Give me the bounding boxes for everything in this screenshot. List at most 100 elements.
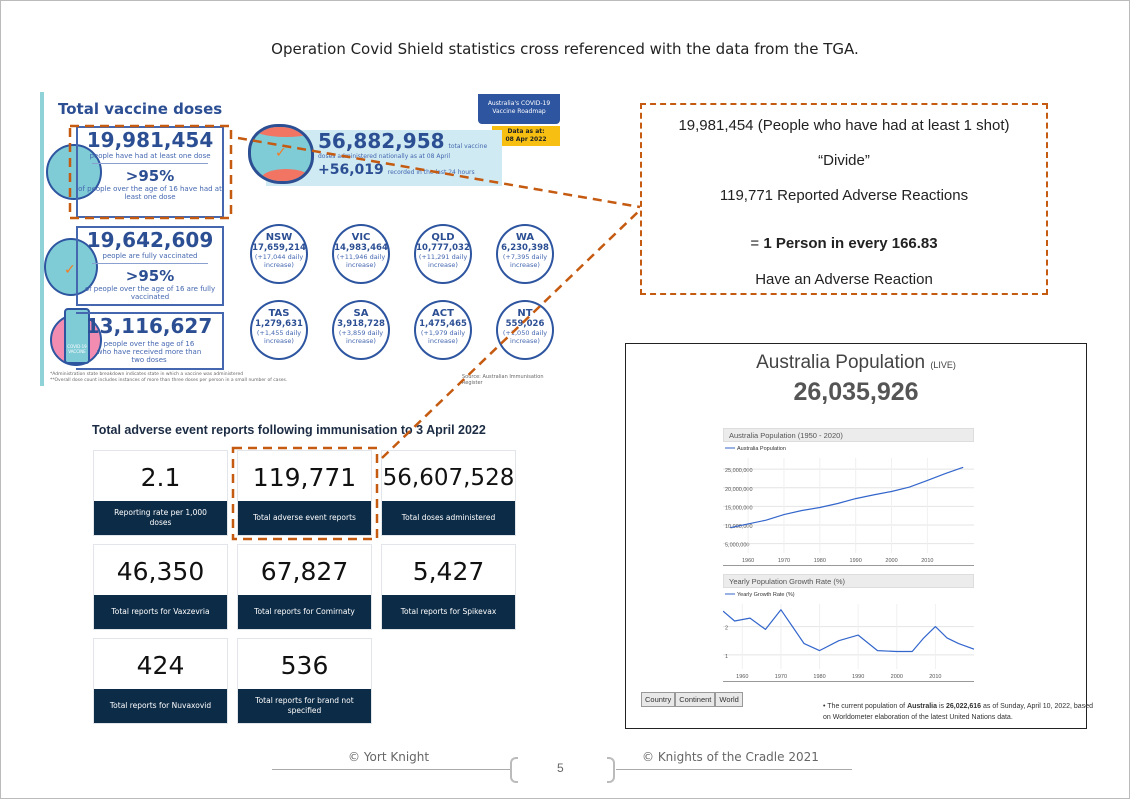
stat-value: 5,427 bbox=[412, 557, 485, 586]
state-name: TAS bbox=[268, 308, 290, 319]
population-heading: Australia Population (LIVE) bbox=[626, 352, 1086, 374]
stat-card: 46,350 Total reports for Vaxzevria bbox=[93, 544, 228, 630]
state-inc: (+1,979 daily increase) bbox=[420, 329, 466, 345]
booster-value: 13,116,627 bbox=[85, 314, 213, 338]
stat-card: 67,827 Total reports for Comirnaty bbox=[237, 544, 372, 630]
state-circle-tas: TAS 1,279,631 (+1,455 daily increase) bbox=[250, 300, 308, 360]
calc-equals: = bbox=[750, 235, 764, 252]
state-value: 17,659,214 bbox=[252, 243, 306, 253]
state-name: NT bbox=[517, 308, 533, 319]
continent-button[interactable]: Continent bbox=[675, 692, 716, 707]
population-note: • The current population of Australia is… bbox=[823, 703, 1093, 721]
x-tick-label: 1980 bbox=[813, 674, 825, 680]
total-doses-label-b: doses administered nationally as at 08 A… bbox=[318, 153, 451, 160]
total-doses-row: 56,882,958 total vaccine bbox=[318, 130, 502, 152]
growth-chart-title: Yearly Population Growth Rate (%) bbox=[723, 574, 974, 588]
world-button[interactable]: World bbox=[715, 692, 743, 707]
x-tick-label: 1980 bbox=[814, 558, 826, 564]
state-circle-nsw: NSW 17,659,214 (+17,044 daily increase) bbox=[250, 224, 308, 284]
footnote-1: *Administration state breakdown indicate… bbox=[50, 372, 244, 377]
vial-icon: COVID-19 VACCINE bbox=[50, 308, 102, 366]
population-chart: Australia Population (1950 - 2020) 5,000… bbox=[723, 428, 974, 566]
state-value: 559,026 bbox=[505, 319, 545, 329]
state-inc: (+7,395 daily increase) bbox=[502, 253, 548, 269]
footer-copyright: © Knights of the Cradle 2021 bbox=[642, 750, 819, 764]
page-number: 5 bbox=[557, 761, 564, 775]
y-tick-label: 2 bbox=[725, 626, 728, 632]
series-line bbox=[730, 466, 964, 529]
fully-pct-label: of people over the age of 16 are fully v… bbox=[84, 285, 216, 301]
series-line bbox=[722, 609, 975, 653]
state-value: 6,230,398 bbox=[501, 243, 549, 253]
state-name: SA bbox=[353, 308, 369, 319]
x-tick-label: 2000 bbox=[885, 558, 897, 564]
x-tick-label: 1960 bbox=[742, 558, 754, 564]
stat-label: Total reports for Vaxzevria bbox=[94, 595, 227, 629]
state-circle-sa: SA 3,918,728 (+3,859 daily increase) bbox=[332, 300, 390, 360]
state-inc: (+1,050 daily increase) bbox=[502, 329, 548, 345]
country-button[interactable]: Country bbox=[641, 692, 676, 707]
slide-title: Operation Covid Shield statistics cross … bbox=[271, 40, 859, 58]
footer-rule-right bbox=[616, 769, 852, 770]
data-as-at-label: Data as at: bbox=[507, 128, 545, 135]
first-dose-pct-label: of people over the age of 16 have had at… bbox=[78, 185, 222, 201]
note-a: The current population of bbox=[827, 703, 908, 710]
y-tick-label: 10,000,000 bbox=[725, 524, 753, 530]
data-date: 08 Apr 2022 bbox=[505, 136, 547, 143]
stat-card: 536 Total reports for brand not specified bbox=[237, 638, 372, 724]
population-chart-svg: 5,000,000 10,000,000 15,000,000 20,000,000 2… bbox=[723, 446, 974, 564]
note-c: as of Sunday, April 10, 2022, based on W… bbox=[823, 703, 1093, 721]
scope-buttons: Country Continent World bbox=[641, 692, 743, 707]
x-tick-label: 2010 bbox=[921, 558, 933, 564]
population-panel: Australia Population (LIVE) 26,035,926 A… bbox=[625, 343, 1093, 729]
y-tick-label: 5,000,000 bbox=[725, 543, 749, 549]
stat-card: 56,607,528 Total doses administered bbox=[381, 450, 516, 536]
state-circle-vic: VIC 14,983,464 (+11,946 daily increase) bbox=[332, 224, 390, 284]
infographic-title: Total vaccine doses bbox=[58, 100, 223, 118]
stat-label: Total reports for Nuvaxovid bbox=[94, 689, 227, 723]
state-value: 10,777,032 bbox=[416, 243, 470, 253]
state-circle-qld: QLD 10,777,032 (+11,291 daily increase) bbox=[414, 224, 472, 284]
calc-line-2: “Divide” bbox=[818, 152, 870, 169]
booster-box: 13,116,627 people over the age of 16 who… bbox=[76, 312, 224, 370]
stat-value: 2.1 bbox=[140, 463, 181, 492]
vial-label: COVID-19 VACCINE bbox=[64, 308, 90, 364]
state-value: 3,918,728 bbox=[337, 319, 385, 329]
stat-card: 424 Total reports for Nuvaxovid bbox=[93, 638, 228, 724]
x-tick-label: 1970 bbox=[778, 558, 790, 564]
legend-label: Australia Population bbox=[737, 446, 786, 452]
state-circle-act: ACT 1,475,465 (+1,979 daily increase) bbox=[414, 300, 472, 360]
stat-value: 424 bbox=[136, 651, 185, 680]
data-date-badge: Data as at: 08 Apr 2022 bbox=[492, 126, 560, 146]
live-label: (LIVE) bbox=[930, 360, 956, 370]
vaccine-infographic: Total vaccine doses Australia's COVID-19… bbox=[40, 92, 562, 386]
fully-pct: >95% bbox=[125, 267, 175, 285]
stat-card: 2.1 Reporting rate per 1,000 doses bbox=[93, 450, 228, 536]
population-count: 26,035,926 bbox=[793, 378, 919, 406]
y-tick-label: 25,000,000 bbox=[725, 468, 753, 474]
calc-line-5: Have an Adverse Reaction bbox=[755, 271, 933, 288]
state-name: NSW bbox=[265, 232, 293, 243]
fully-value: 19,642,609 bbox=[86, 228, 214, 252]
state-inc: (+3,859 daily increase) bbox=[338, 329, 384, 345]
calc-result: 1 Person in every 166.83 bbox=[763, 235, 938, 252]
stat-value: 46,350 bbox=[116, 557, 205, 586]
x-tick-label: 2010 bbox=[929, 674, 941, 680]
first-dose-label: people have had at least one dose bbox=[89, 152, 211, 160]
booster-label: people over the age of 16 who have recei… bbox=[96, 340, 202, 364]
footnotes: *Administration state breakdown indicate… bbox=[50, 372, 287, 384]
stat-value: 119,771 bbox=[252, 463, 357, 492]
first-dose-value: 19,981,454 bbox=[86, 128, 214, 152]
daily-doses-value: +56,019 bbox=[318, 162, 384, 178]
state-value: 1,475,465 bbox=[419, 319, 467, 329]
state-value: 1,279,631 bbox=[255, 319, 303, 329]
first-dose-box: 19,981,454 people have had at least one … bbox=[76, 126, 224, 218]
calculation-box: 19,981,454 (People who have had at least… bbox=[640, 103, 1048, 295]
roadmap-badge: Australia's COVID-19 Vaccine Roadmap bbox=[478, 94, 560, 124]
state-inc: (+11,946 daily increase) bbox=[336, 253, 386, 269]
legend-label: Yearly Growth Rate (%) bbox=[737, 592, 795, 598]
stat-label: Total reports for Spikevax bbox=[382, 595, 515, 629]
calc-line-1: 19,981,454 (People who have had at least… bbox=[678, 117, 1010, 134]
australia-map-icon: ✓ bbox=[248, 124, 314, 184]
calc-line-3: 119,771 Reported Adverse Reactions bbox=[719, 187, 969, 204]
